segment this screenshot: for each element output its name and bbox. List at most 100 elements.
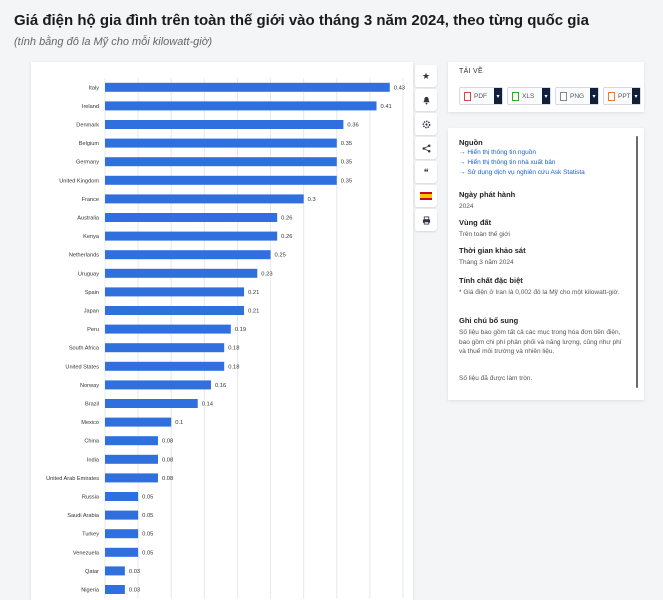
survey-value: Tháng 3 năm 2024 [459, 259, 514, 266]
source-link-ask-statista[interactable]: → Sử dụng dịch vụ nghiên cứu Ask Statist… [459, 169, 585, 176]
value-label: 0.41 [381, 104, 392, 110]
info-panel: Nguồn → Hiển thị thông tin nguồn → Hiển … [448, 128, 644, 400]
category-label: Netherlands [69, 253, 99, 259]
category-label: Nigeria [81, 588, 100, 594]
value-label: 0.3 [308, 197, 316, 203]
download-xls-button[interactable]: XLS ▾ [507, 87, 551, 105]
bar[interactable] [105, 287, 245, 297]
notes-value: Số liệu bao gồm tất cả các mục trong hóa… [459, 329, 622, 355]
bar[interactable] [105, 361, 225, 371]
value-label: 0.08 [162, 476, 173, 482]
bar[interactable] [105, 529, 139, 539]
category-label: Spain [85, 290, 99, 296]
source-link-info[interactable]: → Hiển thị thông tin nguồn [459, 149, 536, 156]
png-file-icon [560, 91, 567, 101]
category-label: China [84, 439, 100, 445]
value-label: 0.36 [347, 123, 358, 129]
category-label: Venezuela [73, 550, 100, 556]
value-label: 0.21 [248, 309, 259, 315]
bar[interactable] [105, 510, 139, 520]
bar[interactable] [105, 436, 158, 446]
bar[interactable] [105, 120, 344, 129]
category-label: India [87, 457, 100, 463]
source-link-info-label: Hiển thị thông tin nguồn [467, 149, 536, 156]
value-label: 0.26 [281, 216, 292, 222]
info-scrollbar[interactable] [636, 136, 638, 388]
category-label: Germany [76, 160, 99, 166]
download-ppt-button[interactable]: PPT ▾ [603, 87, 641, 105]
ppt-dropdown-icon[interactable]: ▾ [632, 88, 640, 104]
category-label: Ireland [82, 104, 99, 110]
bar[interactable] [105, 343, 225, 353]
value-label: 0.21 [248, 290, 259, 296]
flag-spain-icon[interactable] [415, 185, 437, 207]
value-label: 0.03 [129, 569, 140, 575]
png-dropdown-icon[interactable]: ▾ [590, 88, 598, 104]
chart-card: Italy 0.43 Ireland 0.41 Denmark 0.36 Belgium 0.… [31, 62, 413, 600]
value-label: 0.05 [142, 532, 153, 538]
bar[interactable] [105, 454, 158, 464]
source-link-publisher[interactable]: → Hiển thị thông tin nhà xuất bản [459, 159, 556, 166]
category-label: Mexico [81, 420, 99, 426]
xls-dropdown-icon[interactable]: ▾ [542, 88, 550, 104]
source-heading: Nguồn [459, 138, 483, 147]
category-label: United States [65, 364, 99, 370]
bar[interactable] [105, 492, 139, 501]
page-title: Giá điện hộ gia đình trên toàn thế giới … [14, 12, 589, 29]
bell-icon[interactable] [415, 89, 437, 111]
value-label: 0.23 [261, 271, 272, 277]
rounding-note: Số liệu đã được làm tròn. [459, 375, 533, 382]
value-label: 0.05 [142, 495, 153, 501]
bar[interactable] [105, 138, 337, 148]
bar[interactable] [105, 547, 139, 557]
bar[interactable] [105, 399, 198, 408]
category-label: Saudi Arabia [67, 513, 100, 519]
ppt-file-icon [608, 91, 615, 101]
bar[interactable] [105, 250, 271, 260]
bar[interactable] [105, 101, 377, 111]
download-png-button[interactable]: PNG ▾ [555, 87, 599, 105]
quote-icon[interactable]: ❝ [415, 161, 437, 183]
value-label: 0.08 [162, 439, 173, 445]
category-label: Uruguay [78, 271, 99, 277]
bar[interactable] [105, 175, 337, 185]
category-label: Brazil [85, 402, 99, 408]
release-heading: Ngày phát hành [459, 190, 516, 199]
bar-chart: Italy 0.43 Ireland 0.41 Denmark 0.36 Belgium 0.… [46, 78, 405, 599]
bar[interactable] [105, 194, 304, 204]
category-label: United Kingdom [59, 178, 99, 184]
page-subtitle: (tính bằng đô la Mỹ cho mỗi kilowatt-giờ… [14, 36, 213, 48]
bar[interactable] [105, 585, 125, 594]
bar[interactable] [105, 324, 231, 334]
download-pdf-button[interactable]: PDF ▾ [459, 87, 503, 105]
bar[interactable] [105, 157, 337, 167]
print-icon[interactable] [415, 209, 437, 231]
star-icon[interactable]: ★ [415, 65, 437, 87]
bar[interactable] [105, 213, 278, 222]
value-label: 0.43 [394, 85, 405, 91]
bar[interactable] [105, 473, 158, 483]
bar[interactable] [105, 306, 245, 315]
gear-icon[interactable] [415, 113, 437, 135]
bar[interactable] [105, 82, 390, 92]
pdf-dropdown-icon[interactable]: ▾ [494, 88, 502, 104]
value-label: 0.26 [281, 234, 292, 240]
download-xls-label: XLS [522, 92, 535, 100]
category-label: Turkey [82, 532, 99, 538]
category-label: Belgium [79, 141, 100, 147]
bar[interactable] [105, 231, 278, 241]
value-label: 0.18 [228, 364, 239, 370]
bar[interactable] [105, 566, 125, 576]
category-label: France [82, 197, 99, 203]
download-png-label: PNG [570, 92, 585, 100]
value-label: 0.03 [129, 588, 140, 594]
category-label: Norway [80, 383, 99, 389]
value-label: 0.35 [341, 160, 352, 166]
share-icon[interactable] [415, 137, 437, 159]
value-label: 0.05 [142, 550, 153, 556]
region-heading: Vùng đất [459, 218, 492, 227]
bar[interactable] [105, 380, 211, 390]
bar[interactable] [105, 268, 258, 278]
bar[interactable] [105, 417, 172, 427]
category-label: United Arab Emirates [46, 476, 99, 482]
